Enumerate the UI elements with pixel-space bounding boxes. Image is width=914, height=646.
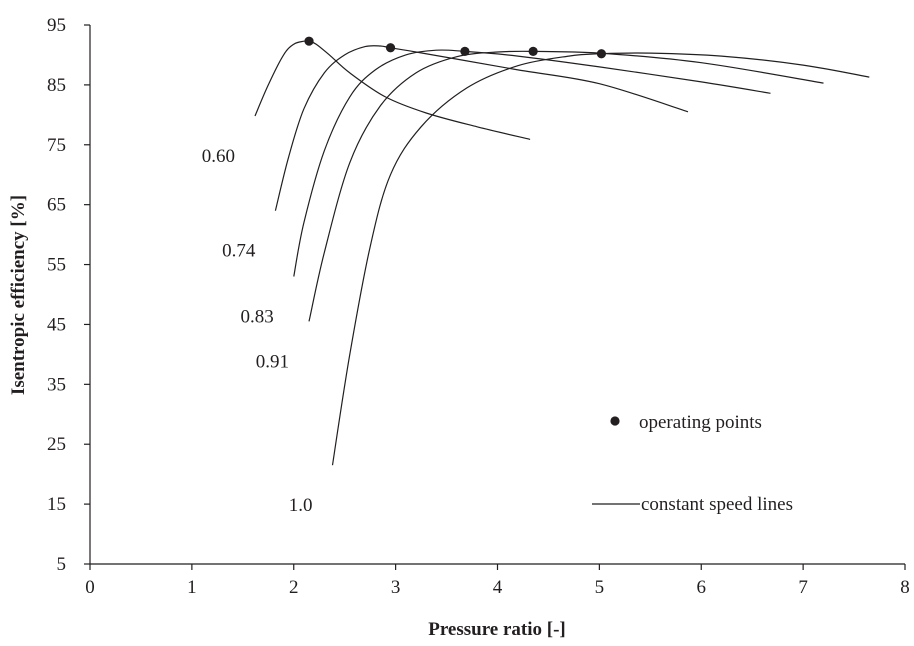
operating-points [304, 36, 607, 59]
speed-line-0.91 [308, 50, 824, 322]
speed-line-label: 0.91 [256, 351, 289, 372]
speed-line-label: 1.0 [289, 495, 313, 516]
operating-point [528, 46, 538, 56]
y-tick-label: 35 [47, 374, 66, 395]
x-tick-label: 5 [595, 577, 605, 598]
operating-point [596, 49, 607, 59]
y-ticks: 5 15 25 35 45 55 65 75 85 95 [47, 15, 90, 575]
y-tick-label: 25 [47, 434, 66, 455]
x-tick-label: 8 [900, 577, 910, 598]
operating-point [460, 46, 470, 56]
y-tick-label: 5 [57, 554, 67, 575]
speed-lines [254, 40, 870, 466]
speed-line-1.0 [331, 52, 870, 466]
y-tick-label: 65 [47, 195, 66, 216]
x-ticks: 0 1 2 3 4 5 6 7 8 [85, 564, 910, 598]
x-tick-label: 1 [187, 577, 197, 598]
y-axis-title: Isentropic efficiency [%] [8, 195, 29, 395]
legend-lines-label: constant speed lines [641, 494, 793, 515]
speed-line-0.60 [254, 40, 531, 140]
legend: operating points constant speed lines [592, 412, 793, 515]
speed-line-label: 0.83 [241, 307, 274, 328]
axes [89, 25, 905, 565]
speed-line-label: 0.60 [202, 146, 235, 167]
x-tick-label: 4 [493, 577, 503, 598]
legend-point-marker [610, 416, 620, 426]
x-tick-label: 2 [289, 577, 299, 598]
speed-line-0.83 [293, 49, 771, 277]
speed-labels: 0.60 0.74 0.83 0.91 1.0 [202, 146, 313, 516]
x-tick-label: 6 [697, 577, 707, 598]
y-tick-label: 85 [47, 75, 66, 96]
x-tick-label: 7 [798, 577, 808, 598]
y-tick-label: 45 [47, 314, 66, 335]
operating-point [304, 36, 314, 46]
x-tick-label: 0 [85, 577, 95, 598]
y-tick-label: 55 [47, 255, 66, 276]
x-tick-label: 3 [391, 577, 401, 598]
y-tick-label: 15 [47, 494, 66, 515]
operating-point [385, 43, 396, 53]
legend-points-label: operating points [639, 412, 762, 433]
speed-line-label: 0.74 [222, 241, 256, 262]
speed-line-0.74 [274, 45, 689, 211]
y-tick-label: 95 [47, 15, 66, 36]
x-axis-title: Pressure ratio [-] [428, 619, 566, 640]
y-tick-label: 75 [47, 135, 66, 156]
